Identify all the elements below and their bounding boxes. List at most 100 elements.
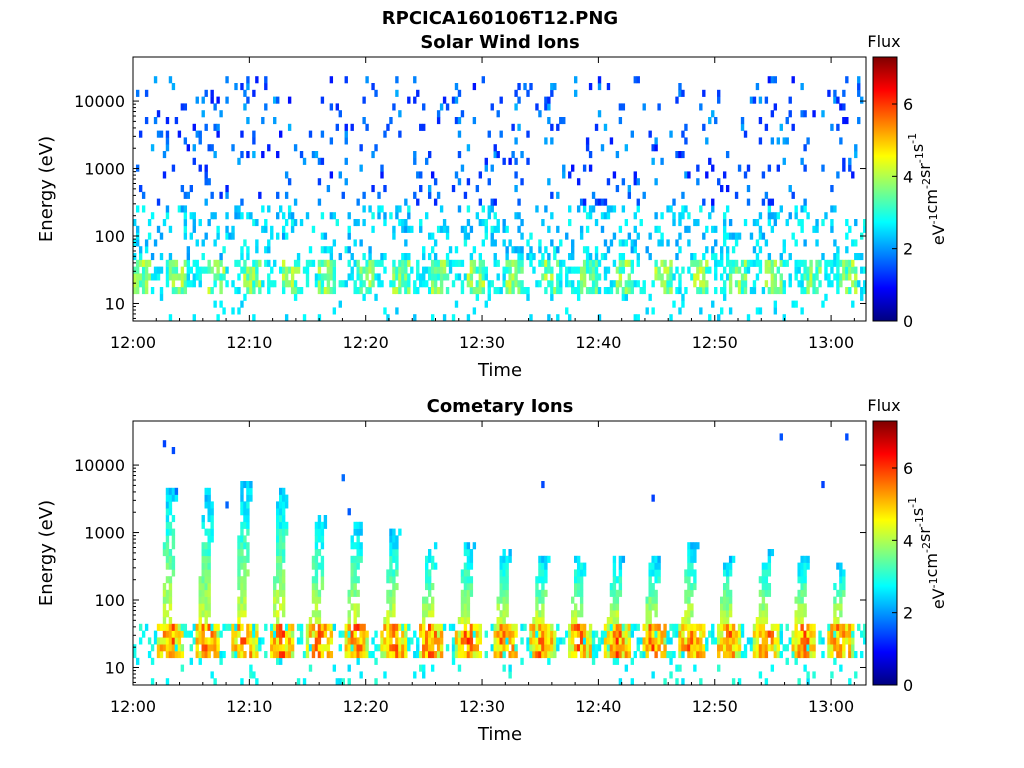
spectrogram-cell xyxy=(204,596,208,604)
spectrogram-cell xyxy=(717,623,721,631)
spectrogram-cell xyxy=(758,117,763,125)
spectrogram-cell xyxy=(192,157,196,165)
spectrogram-cell xyxy=(165,259,170,267)
spectrogram-cell xyxy=(201,266,205,274)
spectrogram-cell xyxy=(767,212,772,220)
spectrogram-cell xyxy=(767,164,772,172)
spectrogram-cell xyxy=(800,589,804,597)
spectrogram-cell xyxy=(767,569,772,577)
spectrogram-cell xyxy=(258,191,262,199)
spectrogram-cell xyxy=(430,651,435,659)
spectrogram-cell xyxy=(383,617,387,625)
spectrogram-cell xyxy=(600,212,605,220)
spectrogram-cell xyxy=(168,266,173,274)
spectrogram-cell xyxy=(398,110,402,118)
spectrogram-cell xyxy=(159,130,164,138)
spectrogram-cell xyxy=(722,637,727,645)
spectrogram-cell xyxy=(571,637,575,645)
spectrogram-cell xyxy=(758,259,763,267)
spectrogram-cell xyxy=(737,630,742,638)
spectrogram-cell xyxy=(809,273,813,281)
spectrogram-cell xyxy=(183,225,188,233)
spectrogram-cell xyxy=(249,637,253,645)
spectrogram-cell xyxy=(457,651,462,659)
spectrogram-cell xyxy=(183,287,188,295)
spectrogram-cell xyxy=(314,562,319,570)
spectrogram-cell xyxy=(460,164,465,172)
spectrogram-cell xyxy=(252,651,256,659)
spectrogram-cell xyxy=(571,630,575,638)
spectrogram-cell xyxy=(854,287,858,295)
spectrogram-cell xyxy=(499,617,503,625)
spectrogram-cell xyxy=(463,603,468,611)
spectrogram-cell xyxy=(693,253,697,261)
spectrogram-cell xyxy=(523,83,527,91)
spectrogram-cell xyxy=(326,651,331,659)
spectrogram-cell xyxy=(389,576,393,584)
spectrogram-cell xyxy=(395,549,399,557)
spectrogram-cell xyxy=(532,266,536,274)
spectrogram-cell xyxy=(168,651,173,659)
spectrogram-cell xyxy=(624,644,629,652)
spectrogram-cell xyxy=(594,246,599,254)
spectrogram-cell xyxy=(538,555,542,563)
spectrogram-cell xyxy=(279,521,283,529)
spectrogram-cell xyxy=(219,287,223,295)
spectrogram-cell xyxy=(284,219,289,227)
spectrogram-cell xyxy=(761,610,766,618)
spectrogram-cell xyxy=(654,644,658,652)
spectrogram-cell xyxy=(478,623,483,631)
spectrogram-cell xyxy=(544,576,548,584)
spectrogram-cell xyxy=(195,239,199,247)
spectrogram-cell xyxy=(186,630,191,638)
spectrogram-cell xyxy=(225,212,229,220)
spectrogram-cell xyxy=(690,610,694,618)
spectrogram-cell xyxy=(660,157,664,165)
spectrogram-cell xyxy=(588,287,593,295)
spectrogram-cell xyxy=(386,610,390,618)
spectrogram-cell xyxy=(532,630,536,638)
spectrogram-cell xyxy=(779,273,783,281)
spectrogram-cell xyxy=(672,198,676,206)
spectrogram-cell xyxy=(279,542,283,550)
spectrogram-cell xyxy=(621,287,626,295)
spectrogram-cell xyxy=(547,651,551,659)
spectrogram-cell xyxy=(678,151,682,159)
spectrogram-cell xyxy=(314,610,319,618)
spectrogram-cell xyxy=(156,130,161,138)
spectrogram-cell xyxy=(356,576,360,584)
spectrogram-cell xyxy=(183,191,188,199)
spectrogram-cell xyxy=(609,239,614,247)
spectrogram-cell xyxy=(165,535,170,543)
spectrogram-cell xyxy=(293,219,298,227)
spectrogram-cell xyxy=(755,273,760,281)
spectrogram-cell xyxy=(725,617,730,625)
spectrogram-cell xyxy=(463,596,468,604)
spectrogram-cell xyxy=(606,246,611,254)
spectrogram-cell xyxy=(359,542,363,550)
spectrogram-cell xyxy=(171,542,176,550)
spectrogram-cell xyxy=(430,273,435,281)
spectrogram-cell xyxy=(410,637,414,645)
spectrogram-cell xyxy=(374,293,378,301)
spectrogram-cell xyxy=(651,157,655,165)
spectrogram-cell xyxy=(141,259,146,267)
spectrogram-cell xyxy=(681,89,685,97)
spectrogram-cell xyxy=(451,314,456,322)
spectrogram-cell xyxy=(207,610,211,618)
spectrogram-cell xyxy=(171,555,176,563)
spectrogram-cell xyxy=(669,671,673,679)
spectrogram-cell xyxy=(720,287,724,295)
spectrogram-cell xyxy=(314,528,319,536)
spectrogram-cell xyxy=(654,137,658,145)
spectrogram-cell xyxy=(171,280,176,288)
spectrogram-cell xyxy=(839,583,843,591)
spectrogram-cell xyxy=(350,583,354,591)
spectrogram-cell xyxy=(621,555,626,563)
spectrogram-cell xyxy=(737,280,742,288)
spectrogram-cell xyxy=(475,651,480,659)
spectrogram-cell xyxy=(171,528,176,536)
spectrogram-cell xyxy=(249,664,253,672)
spectrogram-cell xyxy=(761,569,766,577)
spectrogram-cell xyxy=(252,266,256,274)
